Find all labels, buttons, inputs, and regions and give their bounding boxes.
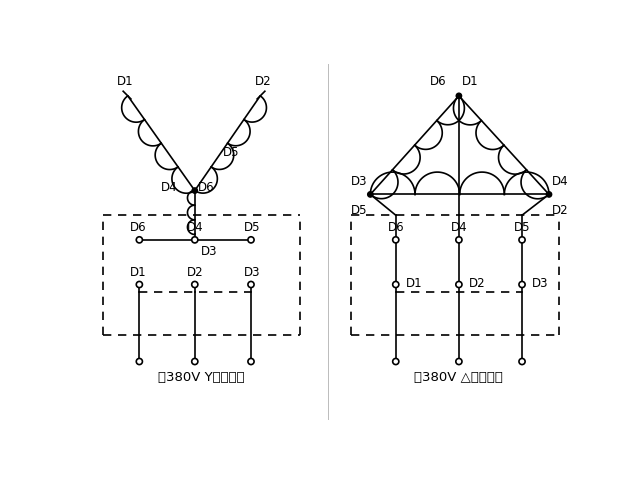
Text: D4: D4	[186, 221, 203, 234]
Circle shape	[519, 237, 525, 243]
Text: D3: D3	[351, 175, 367, 188]
Text: D4: D4	[451, 221, 467, 234]
Circle shape	[519, 282, 525, 288]
Circle shape	[456, 282, 462, 288]
Circle shape	[248, 358, 254, 365]
Text: D5: D5	[223, 146, 239, 159]
Circle shape	[192, 358, 198, 365]
Text: D1: D1	[131, 266, 147, 279]
Circle shape	[519, 358, 525, 365]
Circle shape	[393, 358, 399, 365]
Text: D5: D5	[351, 204, 367, 217]
Circle shape	[136, 358, 143, 365]
Text: D6: D6	[387, 221, 404, 234]
Text: D5: D5	[244, 221, 260, 234]
Text: D2: D2	[186, 266, 203, 279]
Text: D4: D4	[161, 181, 178, 194]
Circle shape	[136, 237, 143, 243]
Text: D3: D3	[244, 266, 260, 279]
Circle shape	[547, 192, 552, 197]
Text: D3: D3	[532, 277, 548, 290]
Circle shape	[367, 192, 373, 197]
Circle shape	[393, 282, 399, 288]
Text: D1: D1	[406, 277, 422, 290]
Text: D2: D2	[552, 204, 569, 217]
Circle shape	[192, 282, 198, 288]
Text: D3: D3	[201, 245, 218, 258]
Circle shape	[136, 282, 143, 288]
Circle shape	[456, 237, 462, 243]
Circle shape	[456, 93, 461, 98]
Text: D6: D6	[131, 221, 147, 234]
Text: ～380V Y形接线法: ～380V Y形接线法	[157, 371, 244, 384]
Circle shape	[456, 358, 462, 365]
Text: D1: D1	[117, 75, 134, 88]
Text: D6: D6	[430, 75, 447, 88]
Text: D6: D6	[198, 181, 214, 194]
Text: D5: D5	[514, 221, 531, 234]
Text: D2: D2	[469, 277, 486, 290]
Circle shape	[192, 237, 198, 243]
Text: ～380V △形接线法: ～380V △形接线法	[415, 371, 503, 384]
Circle shape	[248, 282, 254, 288]
Circle shape	[393, 237, 399, 243]
Text: D4: D4	[552, 175, 569, 188]
Text: D1: D1	[462, 75, 479, 88]
Circle shape	[192, 188, 198, 193]
Text: D2: D2	[254, 75, 271, 88]
Circle shape	[248, 237, 254, 243]
